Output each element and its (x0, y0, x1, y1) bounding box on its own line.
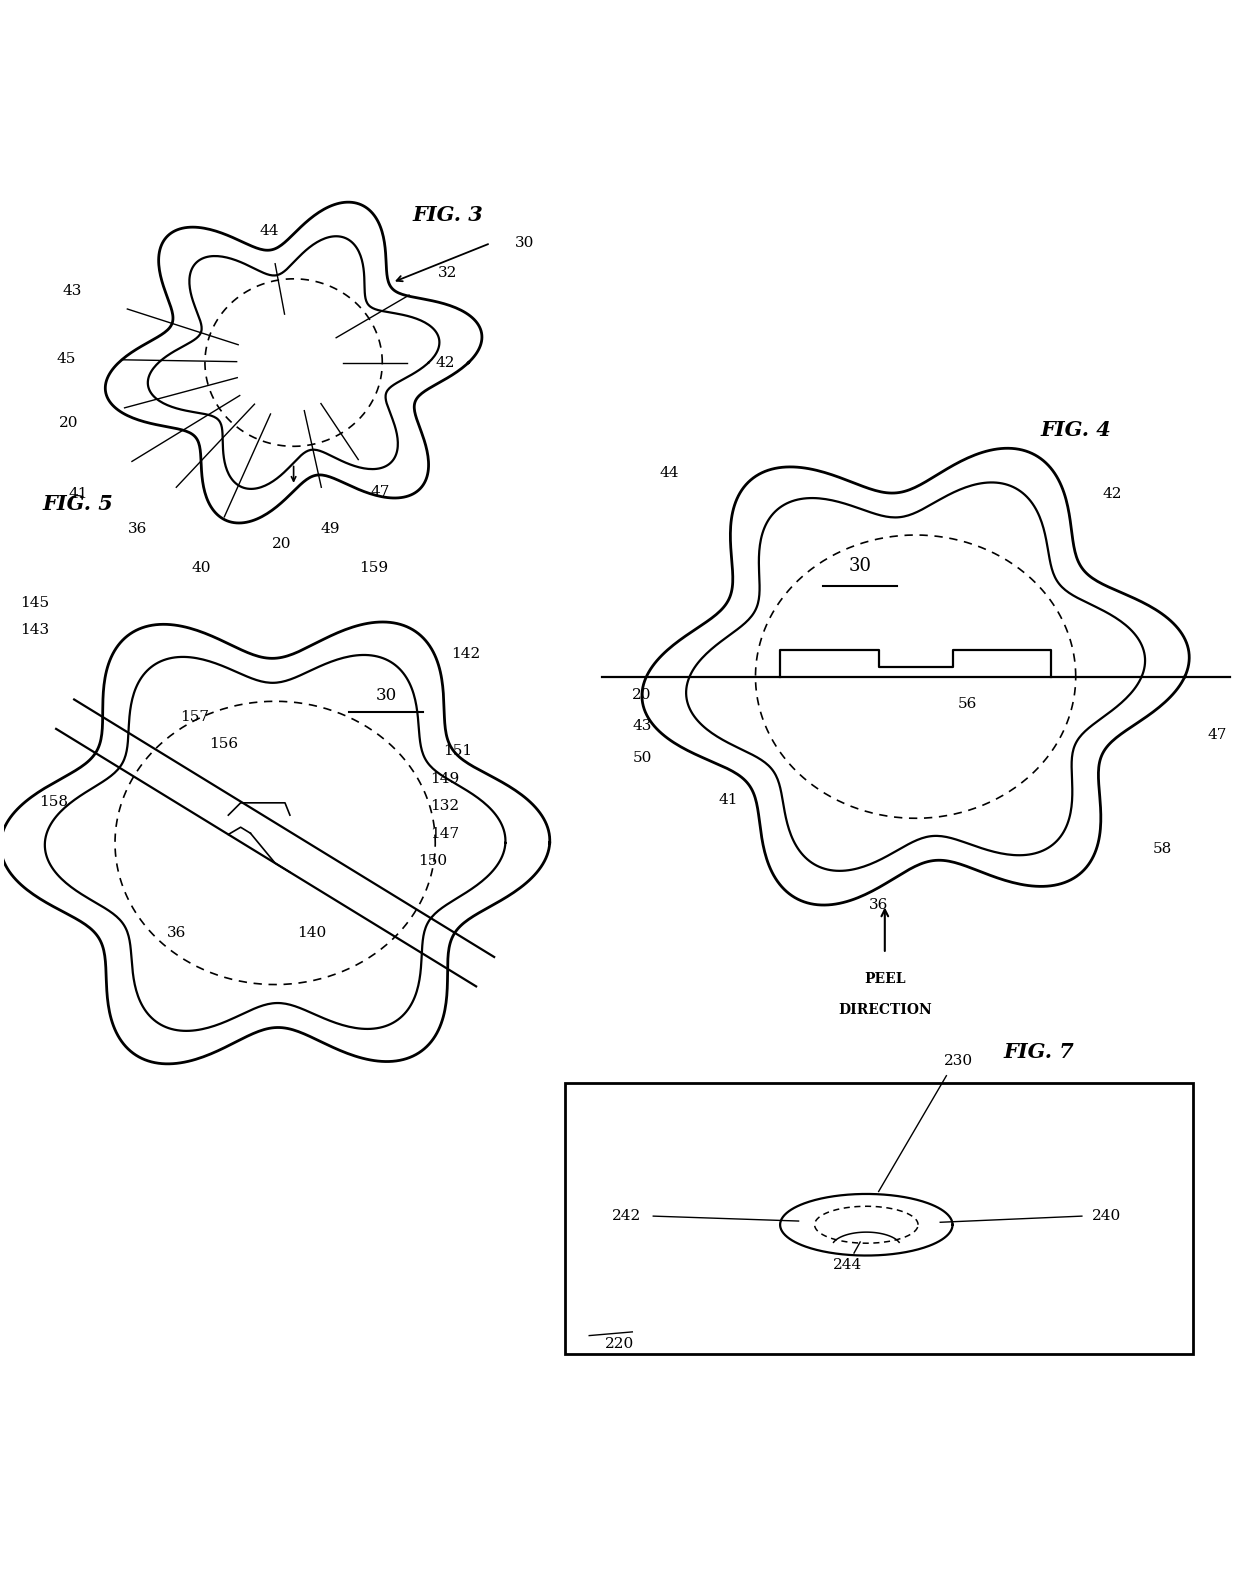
Text: 230: 230 (944, 1054, 973, 1068)
Text: 156: 156 (208, 737, 238, 751)
Text: 58: 58 (1152, 843, 1172, 857)
Text: FIG. 3: FIG. 3 (412, 205, 482, 225)
Text: PEEL: PEEL (864, 972, 905, 986)
Text: 56: 56 (957, 696, 977, 710)
Text: 43: 43 (632, 718, 652, 732)
Text: 143: 143 (20, 622, 50, 636)
Text: 50: 50 (632, 751, 652, 765)
Text: 30: 30 (516, 236, 534, 250)
Text: 32: 32 (438, 266, 458, 280)
Text: 41: 41 (68, 487, 88, 501)
Text: 44: 44 (660, 466, 680, 480)
Text: 20: 20 (632, 688, 652, 702)
Text: 40: 40 (191, 561, 211, 575)
Text: 242: 242 (611, 1210, 641, 1224)
Text: 145: 145 (20, 595, 50, 610)
Text: 47: 47 (370, 485, 389, 499)
Text: DIRECTION: DIRECTION (838, 1003, 931, 1017)
Text: 44: 44 (259, 224, 279, 238)
Text: 151: 151 (443, 743, 472, 758)
Text: 150: 150 (418, 854, 448, 868)
Text: 45: 45 (56, 351, 76, 365)
Text: 30: 30 (848, 558, 872, 575)
Text: 159: 159 (360, 561, 388, 575)
Text: 36: 36 (167, 926, 186, 940)
Text: 36: 36 (128, 521, 146, 536)
Text: 20: 20 (272, 537, 291, 551)
Text: 244: 244 (833, 1258, 863, 1273)
Text: FIG. 7: FIG. 7 (1003, 1043, 1074, 1062)
Text: 47: 47 (1208, 728, 1228, 742)
Text: 20: 20 (58, 416, 78, 430)
Text: 36: 36 (869, 898, 888, 912)
Text: 42: 42 (1102, 487, 1122, 501)
Text: FIG. 5: FIG. 5 (42, 495, 113, 513)
Text: FIG. 4: FIG. 4 (1040, 421, 1111, 441)
Text: 132: 132 (430, 799, 460, 813)
Text: 147: 147 (430, 827, 460, 841)
Bar (564, 1084, 1193, 1354)
Text: 49: 49 (321, 521, 340, 536)
Text: 157: 157 (181, 710, 210, 725)
Text: 140: 140 (298, 926, 326, 940)
Text: 42: 42 (435, 356, 455, 370)
Text: 142: 142 (451, 647, 481, 662)
Text: 43: 43 (62, 284, 82, 298)
Text: 41: 41 (719, 792, 738, 806)
Text: 149: 149 (430, 772, 460, 786)
Text: 220: 220 (605, 1337, 635, 1351)
Text: 240: 240 (1092, 1210, 1121, 1224)
Text: 30: 30 (376, 687, 397, 704)
Text: 158: 158 (38, 795, 68, 810)
